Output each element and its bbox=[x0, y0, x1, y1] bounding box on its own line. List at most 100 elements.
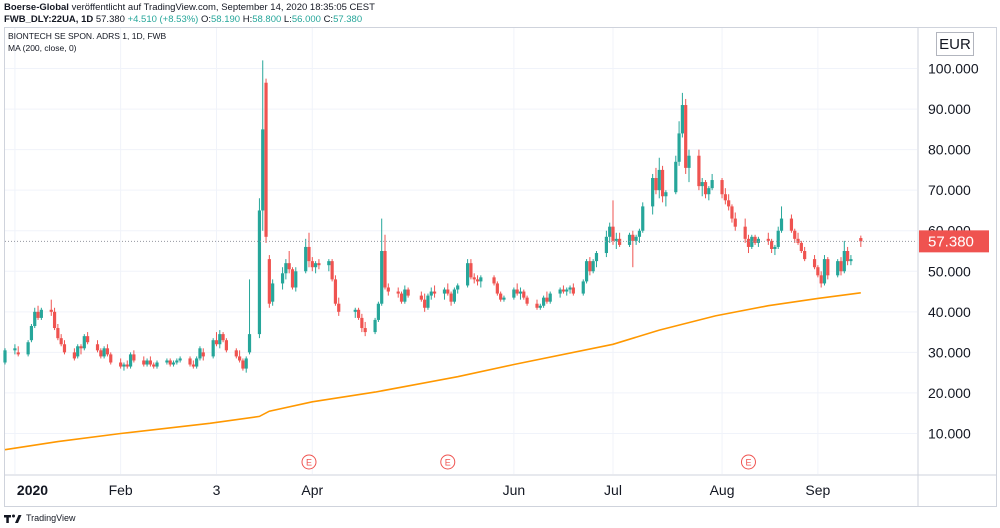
candle bbox=[548, 291, 552, 304]
candle-body bbox=[793, 230, 797, 239]
candle-body bbox=[337, 303, 341, 312]
currency-button[interactable]: EUR bbox=[936, 32, 974, 56]
candle-body bbox=[16, 352, 20, 355]
ma-layer bbox=[4, 292, 861, 451]
candle-body bbox=[518, 291, 523, 294]
candle bbox=[660, 165, 665, 203]
candle bbox=[561, 285, 566, 294]
candle-body bbox=[773, 246, 777, 249]
candle bbox=[363, 321, 367, 337]
candle-body bbox=[816, 267, 820, 276]
candle bbox=[218, 330, 222, 349]
candle-body bbox=[680, 105, 684, 134]
y-tick-label: 70.000 bbox=[928, 182, 971, 198]
candle bbox=[584, 259, 589, 284]
high-label: H: bbox=[242, 14, 253, 25]
candle-body bbox=[152, 364, 156, 367]
candle-body bbox=[697, 155, 701, 187]
candle-body bbox=[380, 251, 384, 304]
candle-body bbox=[155, 362, 159, 367]
candle bbox=[307, 232, 311, 268]
candle-body bbox=[267, 259, 271, 304]
candle bbox=[224, 338, 228, 353]
candle bbox=[697, 149, 701, 191]
candle bbox=[849, 255, 853, 266]
candle bbox=[542, 295, 546, 308]
y-tick-label: 80.000 bbox=[928, 142, 971, 158]
candle-body bbox=[641, 206, 645, 231]
candle bbox=[627, 232, 632, 247]
candle-body bbox=[86, 336, 90, 343]
candle-body bbox=[284, 263, 288, 274]
candle bbox=[472, 273, 476, 284]
candle bbox=[148, 356, 152, 367]
candle bbox=[449, 291, 453, 306]
candle bbox=[442, 287, 447, 300]
candle bbox=[469, 259, 473, 280]
candle-body bbox=[191, 364, 195, 367]
earnings-marker-label: E bbox=[306, 458, 312, 468]
candle bbox=[637, 228, 642, 243]
candle bbox=[475, 275, 480, 286]
candle bbox=[677, 121, 681, 166]
candle bbox=[631, 230, 635, 268]
candle-body bbox=[558, 289, 562, 294]
candle-body bbox=[287, 263, 291, 270]
candle bbox=[499, 291, 503, 302]
candle bbox=[247, 279, 252, 355]
candle-layer bbox=[3, 60, 863, 373]
candle-body bbox=[356, 309, 361, 318]
candle bbox=[79, 344, 83, 355]
candle bbox=[594, 251, 599, 268]
candle-body bbox=[819, 275, 823, 284]
candle-body bbox=[82, 336, 86, 349]
candle-body bbox=[456, 285, 460, 290]
candle bbox=[76, 344, 80, 359]
candle-body bbox=[479, 277, 483, 282]
candle-body bbox=[836, 261, 840, 276]
candle bbox=[750, 234, 754, 249]
candle-body bbox=[611, 226, 615, 241]
candle bbox=[105, 344, 110, 357]
candle bbox=[99, 348, 103, 359]
y-tick-label: 10.000 bbox=[928, 425, 971, 441]
candle-body bbox=[76, 346, 80, 357]
candle-body bbox=[56, 328, 60, 339]
candle bbox=[155, 360, 159, 369]
candle bbox=[819, 271, 823, 288]
candle-body bbox=[128, 354, 133, 367]
candle-body bbox=[36, 311, 40, 318]
candle bbox=[495, 281, 499, 296]
candle-body bbox=[723, 194, 727, 201]
low-value: 56.000 bbox=[291, 14, 321, 25]
earnings-marker-label: E bbox=[745, 458, 751, 468]
candle bbox=[789, 214, 794, 233]
candle-body bbox=[49, 309, 53, 312]
candle bbox=[608, 222, 612, 243]
candle-body bbox=[26, 342, 30, 355]
candle bbox=[568, 285, 572, 294]
close-label: C: bbox=[323, 14, 334, 25]
low-label: L: bbox=[283, 14, 292, 25]
candle bbox=[538, 303, 542, 310]
candle bbox=[86, 332, 90, 345]
candle-body bbox=[52, 311, 57, 329]
candle-body bbox=[198, 348, 202, 359]
candle-body bbox=[99, 350, 103, 357]
candle-body bbox=[238, 356, 242, 361]
candle-body bbox=[423, 299, 427, 308]
candle-body bbox=[727, 200, 731, 207]
candle-body bbox=[588, 261, 592, 272]
candle bbox=[122, 362, 126, 371]
symbol-line: FWB_DLY:22UA, 1D bbox=[4, 14, 94, 25]
candle bbox=[198, 346, 202, 361]
candle-body bbox=[733, 218, 737, 227]
candle bbox=[836, 259, 840, 278]
candle bbox=[770, 238, 774, 254]
candle bbox=[826, 257, 830, 280]
candle bbox=[703, 180, 708, 199]
candle bbox=[304, 238, 308, 274]
candle-body bbox=[842, 251, 846, 272]
candle-body bbox=[561, 289, 566, 292]
